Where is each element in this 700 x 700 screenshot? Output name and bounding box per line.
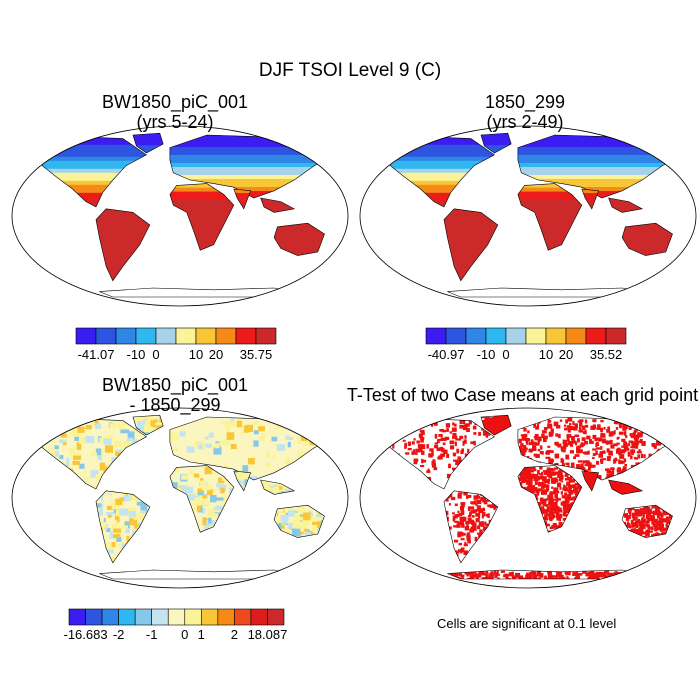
cb3-tick-label: 1 — [197, 627, 205, 642]
cb3-swatch — [68, 608, 86, 626]
cb1-swatches — [75, 327, 277, 345]
cb2-tick-label: 20 — [558, 347, 574, 362]
panel1-map-border — [11, 125, 349, 307]
panel3-map-border — [11, 407, 349, 589]
cb1-tick-label: 35.75 — [239, 347, 273, 362]
cb2-swatch — [585, 327, 607, 345]
panel4-title: T-Test of two Case means at each grid po… — [346, 385, 699, 405]
cb1-swatch — [155, 327, 177, 345]
cb2-swatch — [505, 327, 527, 345]
cb3-swatch — [85, 608, 103, 626]
cb2-tick-label: 10 — [538, 347, 554, 362]
panel3-title: BW1850_piC_001 - 1850_299 — [35, 375, 315, 415]
cb3-tick-label: 2 — [230, 627, 238, 642]
cb3-swatch — [184, 608, 202, 626]
panel1-land — [38, 132, 339, 298]
panel2-map-border — [359, 125, 697, 307]
panel1-title-line1: BW1850_piC_001 — [101, 92, 249, 112]
cb3-tick-label: 18.087 — [247, 627, 288, 642]
cb2-swatch — [565, 327, 587, 345]
cb3-tick-label: -16.683 — [63, 627, 108, 642]
cb1-tick-label: 0 — [152, 347, 160, 362]
cb3-swatch — [217, 608, 235, 626]
cb1-swatch — [255, 327, 277, 345]
panel4-land — [386, 414, 687, 580]
cb3-swatch — [101, 608, 119, 626]
cb1-swatch — [195, 327, 217, 345]
panel2-land — [386, 132, 687, 298]
panel3-title-line1: BW1850_piC_001 — [101, 375, 249, 395]
cb2-swatches — [425, 327, 627, 345]
cb3-swatch — [234, 608, 252, 626]
cb3-swatch — [151, 608, 169, 626]
cb3-tick-label: 0 — [181, 627, 189, 642]
cb1-swatch — [95, 327, 117, 345]
cb2-tick-label: 0 — [502, 347, 510, 362]
cb3-tick-label: -2 — [112, 627, 125, 642]
panel3-title-line2: - 1850_299 — [129, 395, 221, 415]
panel4-map-border — [359, 407, 697, 589]
cb2-tick-label: 35.52 — [589, 347, 623, 362]
cb1-tick-label: 10 — [188, 347, 204, 362]
cb2-tick-label: -10 — [476, 347, 496, 362]
cb1-tick-label: -41.07 — [77, 347, 115, 362]
cb2-swatch — [545, 327, 567, 345]
figure-title: DJF TSOI Level 9 (C) — [258, 60, 442, 81]
cb2-swatch — [485, 327, 507, 345]
cb1-tick-label: 20 — [208, 347, 224, 362]
cb3-tick-label: -1 — [145, 627, 158, 642]
cb3-swatches — [68, 608, 285, 626]
cb3-swatch — [250, 608, 268, 626]
cb2-swatch — [525, 327, 547, 345]
cb3-swatch — [118, 608, 136, 626]
cb1-swatch — [215, 327, 237, 345]
cb1-swatch — [235, 327, 257, 345]
significance-note: Cells are significant at 0.1 level — [437, 616, 617, 631]
cb3-swatch — [201, 608, 219, 626]
panel3-land — [38, 414, 339, 580]
cb2-swatch — [465, 327, 487, 345]
cb2-swatch — [445, 327, 467, 345]
cb2-swatch — [605, 327, 627, 345]
cb1-swatch — [75, 327, 97, 345]
panel2-title-line1: 1850_299 — [484, 92, 566, 112]
cb1-swatch — [115, 327, 137, 345]
cb2-swatch — [425, 327, 447, 345]
cb2-tick-label: -40.97 — [427, 347, 465, 362]
cb3-swatch — [267, 608, 285, 626]
cb1-tick-label: -10 — [126, 347, 146, 362]
cb3-swatch — [134, 608, 152, 626]
cb1-swatch — [175, 327, 197, 345]
cb1-swatch — [135, 327, 157, 345]
cb3-swatch — [167, 608, 186, 626]
